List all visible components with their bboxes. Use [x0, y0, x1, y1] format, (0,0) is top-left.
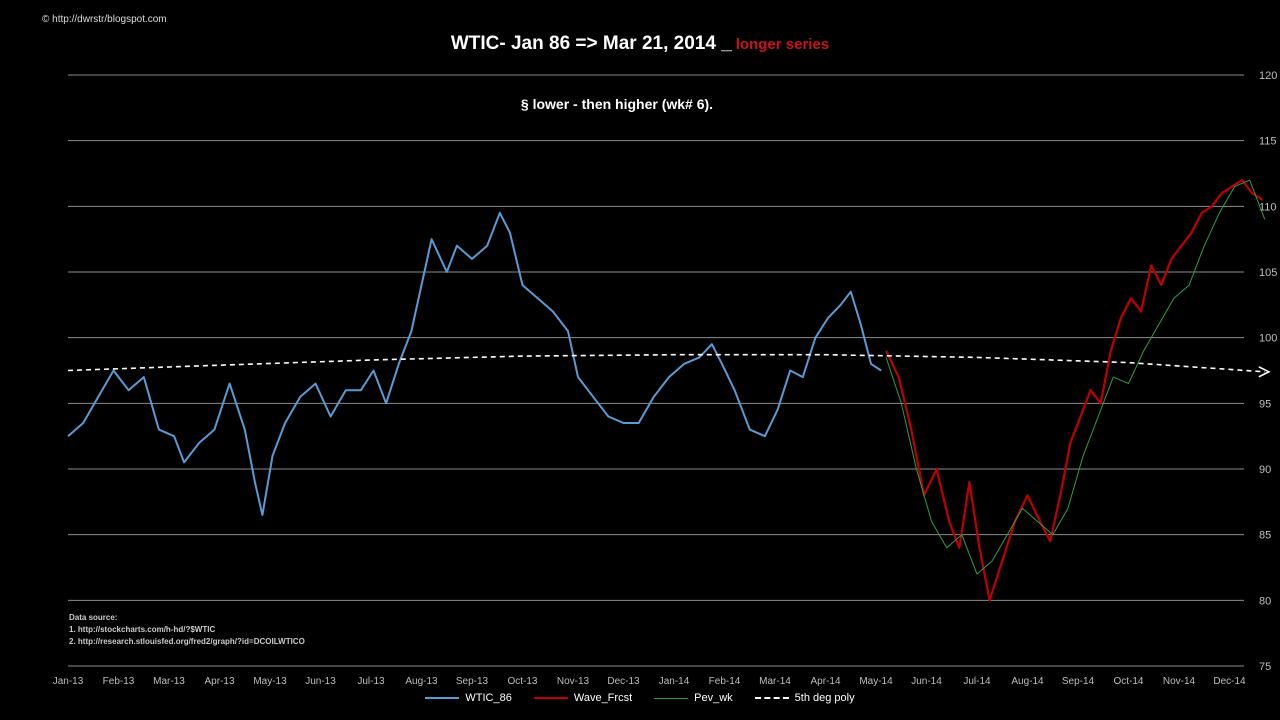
legend-swatch-wtic — [425, 697, 460, 699]
y-tick-label-105: 105 — [1259, 267, 1277, 279]
x-tick-label-Dec-14: Dec-14 — [1213, 676, 1246, 687]
chart-title-main: WTIC- Jan 86 => Mar 21, 2014 _ — [450, 33, 732, 54]
chart-title-sub: longer series — [735, 36, 830, 53]
x-tick-label-Mar-14: Mar-14 — [759, 676, 791, 687]
chart-annotation: § lower - then higher (wk# 6). — [520, 96, 714, 112]
series-line-pev-wk — [885, 179, 1266, 575]
data-source-line-2: 2. http://research.stlouisfed.org/fred2/… — [69, 637, 305, 646]
legend-label-wave: Wave_Frcst — [573, 692, 633, 704]
x-tick-label-Oct-14: Oct-14 — [1113, 676, 1143, 687]
y-tick-label-100: 100 — [1259, 333, 1277, 345]
data-source-heading: Data source: — [69, 613, 118, 622]
x-tick-label-Apr-13: Apr-13 — [204, 676, 234, 687]
legend-label-wtic: WTIC_86 — [465, 692, 512, 704]
x-tick-label-Jul-13: Jul-13 — [357, 676, 385, 687]
x-tick-label-Feb-14: Feb-14 — [709, 676, 741, 687]
y-tick-label-115: 115 — [1259, 136, 1277, 148]
x-tick-label-Nov-14: Nov-14 — [1163, 676, 1196, 687]
x-tick-label-Mar-13: Mar-13 — [153, 676, 185, 687]
x-tick-label-Apr-14: Apr-14 — [810, 676, 840, 687]
x-tick-label-Jan-13: Jan-13 — [53, 676, 84, 687]
x-tick-label-Nov-13: Nov-13 — [557, 676, 590, 687]
x-tick-label-Jun-14: Jun-14 — [911, 676, 942, 687]
legend-item-wave: Wave_Frcst — [533, 692, 633, 704]
y-tick-label-110: 110 — [1259, 201, 1277, 213]
chart-title: WTIC- Jan 86 => Mar 21, 2014 _ longer ser… — [0, 33, 1280, 55]
series-line-5th-deg-poly — [67, 353, 1265, 373]
x-tick-label-Sep-14: Sep-14 — [1062, 676, 1095, 687]
chart-legend: WTIC_86 Wave_Frcst Pev_wk 5th deg poly — [0, 692, 1280, 704]
data-source-line-1: 1. http://stockcharts.com/h-hd/?$WTIC — [69, 625, 216, 634]
x-tick-label-Aug-13: Aug-13 — [405, 676, 438, 687]
y-tick-label-80: 80 — [1259, 595, 1271, 607]
legend-swatch-wave — [533, 697, 568, 699]
x-tick-label-Feb-13: Feb-13 — [103, 676, 135, 687]
legend-item-poly: 5th deg poly — [754, 692, 855, 704]
y-tick-label-95: 95 — [1259, 398, 1271, 410]
x-tick-label-May-14: May-14 — [859, 676, 893, 687]
copyright-text: © http://dwrstr/blogspot.com — [42, 14, 167, 25]
x-tick-label-Aug-14: Aug-14 — [1011, 676, 1044, 687]
x-tick-label-Sep-13: Sep-13 — [456, 676, 489, 687]
legend-swatch-poly — [754, 697, 789, 699]
trend-arrowhead — [1258, 366, 1271, 378]
x-tick-label-Jun-13: Jun-13 — [305, 676, 336, 687]
series-line-wtic-86 — [67, 211, 882, 516]
y-tick-label-75: 75 — [1259, 661, 1271, 673]
x-tick-label-May-13: May-13 — [253, 676, 287, 687]
y-tick-label-90: 90 — [1259, 464, 1271, 476]
y-tick-label-85: 85 — [1259, 530, 1271, 542]
x-tick-label-Jan-14: Jan-14 — [659, 676, 690, 687]
x-tick-label-Oct-13: Oct-13 — [507, 676, 537, 687]
x-tick-label-Jul-14: Jul-14 — [963, 676, 991, 687]
y-tick-label-120: 120 — [1259, 70, 1277, 82]
legend-label-poly: 5th deg poly — [794, 692, 855, 704]
data-source-note: Data source: 1. http://stockcharts.com/h… — [69, 612, 305, 648]
legend-item-wtic: WTIC_86 — [425, 692, 512, 704]
legend-item-pev: Pev_wk — [654, 692, 733, 704]
legend-label-pev: Pev_wk — [694, 692, 733, 704]
legend-swatch-pev — [654, 697, 689, 699]
series-line-wave-frcst — [885, 179, 1263, 602]
x-tick-label-Dec-13: Dec-13 — [607, 676, 640, 687]
